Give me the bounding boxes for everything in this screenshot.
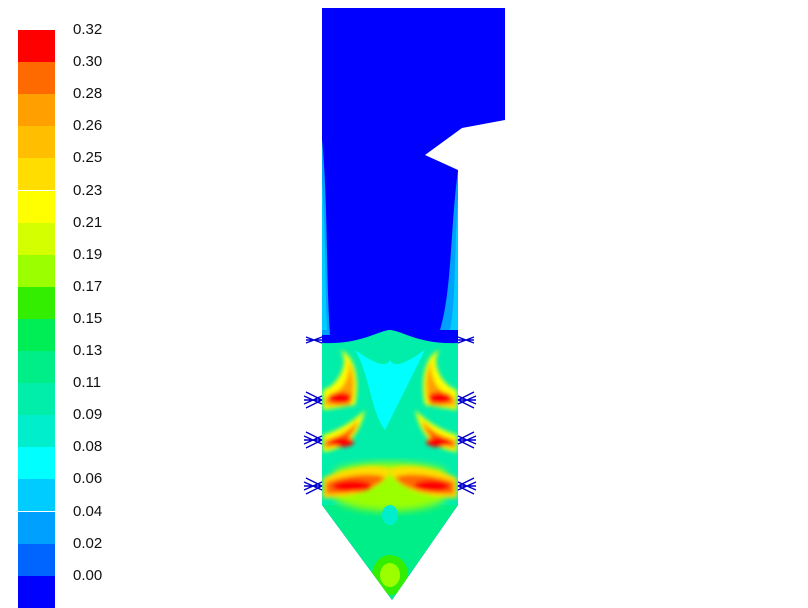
legend-swatch — [18, 286, 55, 319]
legend-swatch — [18, 190, 55, 223]
legend-tick-label: 0.09 — [73, 406, 103, 424]
center-channel — [355, 350, 425, 430]
hopper-zone — [322, 505, 458, 600]
legend-swatch — [18, 318, 55, 351]
legend-swatch — [18, 383, 55, 416]
legend-swatch — [18, 222, 55, 255]
legend-swatch — [18, 479, 55, 512]
legend-swatch — [18, 511, 55, 544]
legend-tick-label: 0.11 — [73, 374, 102, 392]
furnace-domain — [322, 8, 505, 600]
legend-tick-label: 0.21 — [73, 213, 103, 231]
legend-tick-label: 0.06 — [73, 470, 103, 488]
legend-tick-label: 0.15 — [73, 309, 103, 327]
legend-tick-label: 0.32 — [73, 21, 103, 38]
legend-swatch — [18, 575, 55, 608]
legend-swatch — [18, 94, 55, 127]
legend-tick-label: 0.19 — [73, 245, 103, 263]
legend-tick-label: 0.23 — [73, 181, 103, 199]
legend-tick-label: 0.00 — [73, 566, 103, 584]
color-legend: 0.32 0.30 0.28 0.26 0.25 0.23 0.21 0.19 0.17 0.15… — [0, 0, 200, 608]
legend-swatch — [18, 62, 55, 95]
legend-tick-label: 0.17 — [73, 277, 103, 295]
legend-swatch — [18, 415, 55, 448]
legend-tick-label: 0.30 — [73, 53, 103, 71]
right-wall-band — [440, 170, 458, 330]
legend-swatch — [18, 351, 55, 383]
legend-swatch — [18, 447, 55, 480]
legend-tick-label: 0.28 — [73, 85, 103, 103]
right-wall-inner — [450, 200, 458, 330]
legend-tick-label: 0.04 — [73, 502, 103, 520]
legend-tick-label: 0.02 — [73, 534, 103, 552]
hopper-core-inner — [380, 563, 400, 587]
burner-plume-lower-right — [388, 466, 457, 498]
legend-swatch — [18, 543, 55, 576]
legend-tick-label: 0.26 — [73, 117, 103, 135]
legend-tick-label: 0.25 — [73, 149, 103, 167]
legend-tick-label: 0.13 — [73, 342, 103, 359]
left-wall-inner — [322, 180, 327, 330]
legend-swatch — [18, 30, 55, 62]
center-dip — [382, 505, 398, 525]
burner-plume-lower-left — [323, 466, 392, 498]
legend-tick-label: 0.08 — [73, 438, 103, 456]
burner-plume-upper-right — [423, 350, 457, 410]
burner-plume-middle-right — [415, 410, 457, 452]
burner-plume-upper-left — [323, 350, 357, 410]
burner-plume-middle-left — [323, 410, 365, 452]
legend-swatch — [18, 254, 55, 287]
legend-swatch — [18, 158, 55, 191]
legend-swatch — [18, 126, 55, 159]
burner-nozzles — [303, 336, 477, 495]
